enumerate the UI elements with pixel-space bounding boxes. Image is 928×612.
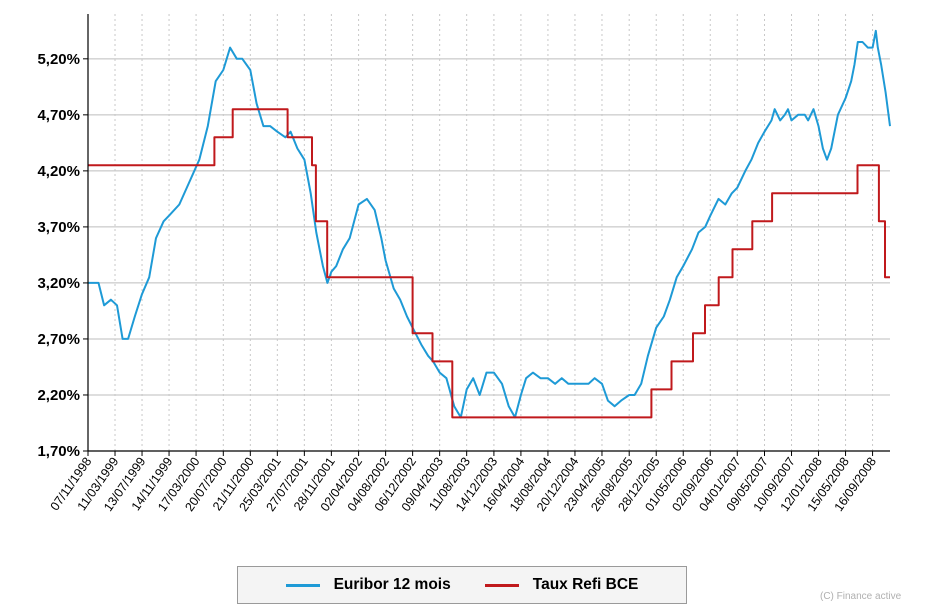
- series-line-euribor: [88, 29, 891, 419]
- y-tick-label: 3,70%: [37, 219, 80, 236]
- axes: [83, 14, 890, 456]
- y-tick-label: 5,20%: [37, 51, 80, 68]
- y-tick-label: 4,20%: [37, 163, 80, 180]
- legend-swatch-refi: [484, 583, 519, 587]
- legend-label-refi: Taux Refi BCE: [532, 576, 639, 593]
- x-axis-ticks: 07/11/199811/03/199913/07/199914/11/1999…: [48, 455, 879, 514]
- legend-item-refi[interactable]: Taux Refi BCE: [484, 576, 639, 594]
- y-tick-label: 2,70%: [37, 331, 80, 348]
- y-tick-label: 2,20%: [37, 387, 80, 404]
- legend: Euribor 12 mois Taux Refi BCE: [237, 566, 687, 604]
- legend-item-euribor[interactable]: Euribor 12 mois: [285, 576, 451, 594]
- y-tick-label: 1,70%: [37, 443, 80, 460]
- y-tick-label: 3,20%: [37, 275, 80, 292]
- copyright-credit: (C) Finance active: [820, 591, 902, 602]
- y-axis-ticks: 1,70% 2,20% 2,70% 3,20% 3,70% 4,20% 4,70% 5,20%: [37, 51, 80, 460]
- legend-swatch-euribor: [285, 583, 320, 587]
- grid: [88, 14, 890, 451]
- series-lines: [88, 29, 891, 419]
- y-tick-label: 4,70%: [37, 107, 80, 124]
- series-line-refi: [88, 108, 890, 419]
- legend-label-euribor: Euribor 12 mois: [333, 576, 451, 593]
